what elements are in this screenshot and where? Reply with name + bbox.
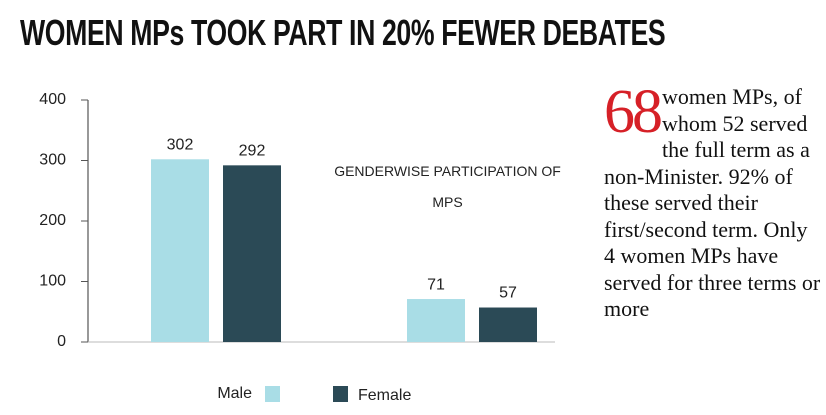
- legend-swatch: [333, 386, 348, 402]
- data-label: 292: [239, 143, 266, 160]
- y-tick-label: 300: [39, 152, 66, 169]
- bar: [223, 165, 281, 342]
- y-tick-label: 100: [39, 273, 66, 290]
- side-text: women MPs, of whom 52 served the full te…: [604, 84, 821, 321]
- y-tick-label: 400: [39, 91, 66, 108]
- data-label: 302: [167, 137, 194, 154]
- y-tick-label: 0: [57, 333, 66, 350]
- legend-label: Female: [358, 387, 411, 404]
- annotation: GENDERWISE PARTICIPATION OF MPS: [334, 163, 561, 210]
- legend-label: Male: [217, 385, 252, 402]
- legend-swatch: [265, 386, 280, 402]
- chart-title: WOMEN MPs TOOK PART IN 20% FEWER DEBATES: [20, 12, 666, 53]
- y-tick-label: 200: [39, 212, 66, 229]
- side-note: 68 women MPs, of whom 52 served the full …: [604, 78, 822, 323]
- bar: [407, 299, 465, 342]
- bar: [479, 307, 537, 342]
- side-number: 68: [604, 78, 663, 146]
- data-label: 71: [427, 276, 445, 293]
- bar: [151, 159, 209, 342]
- data-label: 57: [499, 285, 517, 302]
